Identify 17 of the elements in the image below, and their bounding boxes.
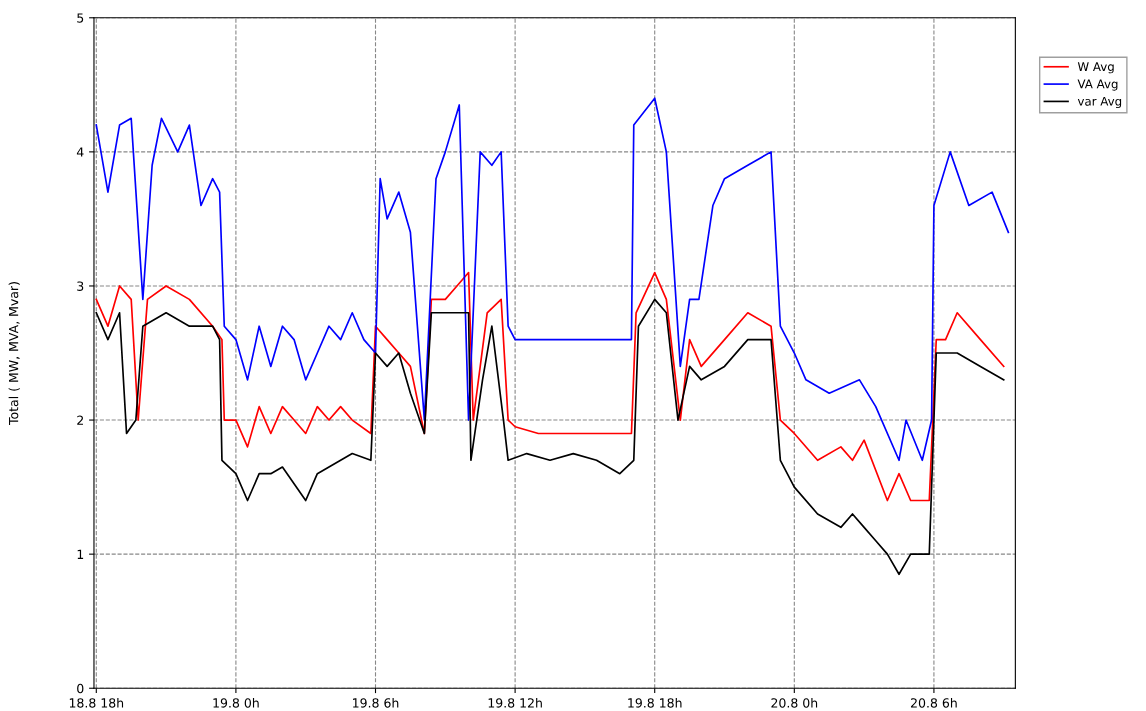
- x-tick-label: 19.8 0h: [213, 697, 259, 708]
- y-tick-label: 5: [77, 13, 84, 23]
- x-tick-label: 18.8 18h: [69, 697, 124, 708]
- y-tick-label: 0: [77, 683, 84, 694]
- y-tick-label: 2: [77, 415, 83, 425]
- y-tick-label: 4: [76, 147, 84, 157]
- y-axis-title: Total ( MW, MVA, Mvar): [8, 282, 20, 426]
- x-tick-label: 19.8 6h: [353, 697, 399, 708]
- legend-label: VA Avg: [1077, 79, 1118, 91]
- x-tick-label: 20.8 0h: [771, 697, 818, 708]
- legend-label: W Avg: [1077, 62, 1114, 74]
- x-tick-label: 19.8 12h: [488, 697, 542, 708]
- y-tick-label: 1: [77, 549, 84, 559]
- x-tick-label: 20.8 6h: [911, 697, 957, 708]
- y-tick-label: 3: [77, 281, 84, 291]
- legend-label: var Avg: [1077, 96, 1122, 109]
- x-tick-label: 19.8 18h: [628, 697, 682, 708]
